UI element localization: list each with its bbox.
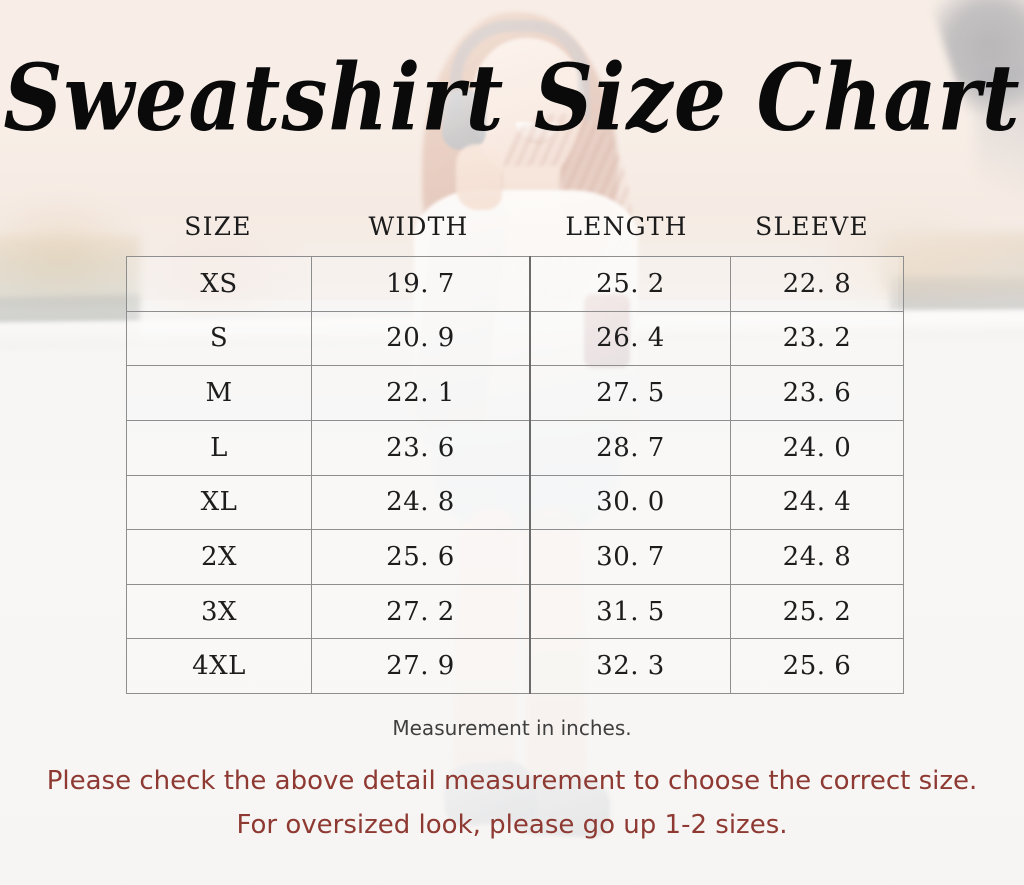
cell-size: M bbox=[126, 365, 312, 421]
cell-length: 30. 7 bbox=[529, 529, 731, 585]
cell-length: 28. 7 bbox=[529, 419, 731, 476]
cell-length: 25. 2 bbox=[529, 256, 731, 312]
column-header-size: SIZE bbox=[184, 212, 252, 241]
cell-sleeve: 24. 4 bbox=[730, 474, 904, 531]
cell-length: 30. 0 bbox=[529, 474, 731, 531]
cell-sleeve: 23. 2 bbox=[730, 310, 904, 367]
size-table: XS 19. 7 25. 2 22. 8 S 20. 9 26. 4 23. 2… bbox=[126, 256, 904, 694]
size-advice-line-2: For oversized look, please go up 1-2 siz… bbox=[236, 810, 788, 840]
cell-width: 20. 9 bbox=[311, 310, 531, 367]
table-row: M 22. 1 27. 5 23. 6 bbox=[126, 365, 904, 421]
cell-size: S bbox=[126, 310, 312, 367]
cell-width: 19. 7 bbox=[311, 256, 531, 312]
column-header-width: WIDTH bbox=[368, 212, 469, 241]
cell-sleeve: 23. 6 bbox=[730, 365, 904, 421]
table-row: XS 19. 7 25. 2 22. 8 bbox=[126, 256, 904, 312]
cell-size: XS bbox=[126, 256, 312, 312]
size-advice-line-1: Please check the above detail measuremen… bbox=[46, 766, 978, 796]
table-row: 2X 25. 6 30. 7 24. 8 bbox=[126, 529, 904, 585]
cell-sleeve: 22. 8 bbox=[730, 256, 904, 312]
cell-sleeve: 25. 2 bbox=[730, 583, 904, 640]
cell-length: 32. 3 bbox=[529, 638, 731, 694]
table-row: XL 24. 8 30. 0 24. 4 bbox=[126, 474, 904, 531]
cell-width: 23. 6 bbox=[311, 419, 531, 476]
size-table-wrapper: XS 19. 7 25. 2 22. 8 S 20. 9 26. 4 23. 2… bbox=[126, 256, 904, 694]
column-header-length: LENGTH bbox=[565, 212, 688, 241]
cell-sleeve: 25. 6 bbox=[730, 638, 904, 694]
table-row: S 20. 9 26. 4 23. 2 bbox=[126, 310, 904, 367]
cell-width: 27. 9 bbox=[311, 638, 531, 694]
table-row: 4XL 27. 9 32. 3 25. 6 bbox=[126, 638, 904, 694]
cell-size: 3X bbox=[126, 583, 312, 640]
measurement-units-note: Measurement in inches. bbox=[392, 716, 632, 740]
page-title: Sweatshirt Size Chart bbox=[3, 44, 1021, 152]
cell-sleeve: 24. 0 bbox=[730, 419, 904, 476]
table-row: 3X 27. 2 31. 5 25. 2 bbox=[126, 583, 904, 640]
cell-length: 27. 5 bbox=[529, 365, 731, 421]
cell-width: 27. 2 bbox=[311, 583, 531, 640]
cell-size: XL bbox=[126, 474, 312, 531]
column-header-sleeve: SLEEVE bbox=[755, 212, 869, 241]
table-row: L 23. 6 28. 7 24. 0 bbox=[126, 419, 904, 476]
cell-length: 31. 5 bbox=[529, 583, 731, 640]
cell-size: 2X bbox=[126, 529, 312, 585]
cell-width: 24. 8 bbox=[311, 474, 531, 531]
cell-size: L bbox=[126, 419, 312, 476]
table-column-headers: SIZE WIDTH LENGTH SLEEVE bbox=[126, 212, 898, 246]
cell-width: 22. 1 bbox=[311, 365, 531, 421]
cell-size: 4XL bbox=[126, 638, 312, 694]
cell-width: 25. 6 bbox=[311, 529, 531, 585]
cell-sleeve: 24. 8 bbox=[730, 529, 904, 585]
cell-length: 26. 4 bbox=[529, 310, 731, 367]
